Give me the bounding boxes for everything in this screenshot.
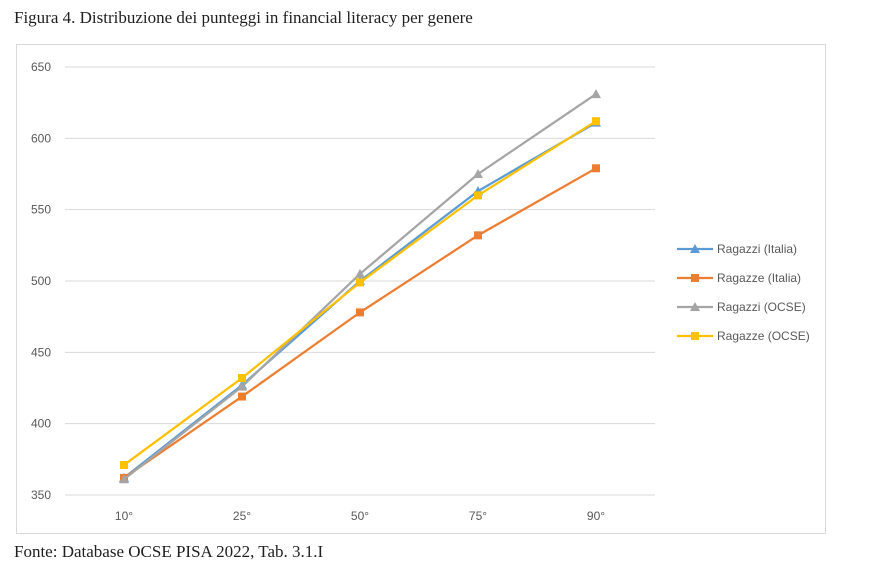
legend-label: Ragazzi (OCSE): [717, 300, 806, 314]
x-axis-tick-labels: 10° 25° 50° 75° 90°: [115, 509, 605, 523]
chart-area: 350 400 450 500 550 600 650 10° 25° 50° 75° 90° Ra…: [16, 44, 826, 534]
legend-item: Ragazze (OCSE): [677, 329, 810, 343]
figure-source: Fonte: Database OCSE PISA 2022, Tab. 3.1…: [14, 542, 324, 561]
data-point-marker: [356, 278, 364, 287]
y-tick-label: 650: [31, 60, 51, 74]
legend-item: Ragazzi (Italia): [677, 242, 797, 256]
legend-label: Ragazze (OCSE): [717, 329, 810, 343]
series-line: [123, 167, 597, 479]
series-lines: [119, 89, 601, 484]
data-point-marker: [473, 169, 483, 178]
legend: Ragazzi (Italia) Ragazze (Italia) Ragazzi …: [677, 242, 810, 343]
gridlines: [65, 66, 655, 496]
data-point-marker: [691, 274, 699, 282]
x-tick-label: 50°: [351, 509, 369, 523]
series-2: [119, 89, 601, 484]
y-tick-label: 550: [31, 203, 51, 217]
data-point-marker: [474, 231, 482, 240]
data-point-marker: [591, 89, 601, 99]
figure-title: Figura 4. Distribuzione dei punteggi in …: [14, 8, 473, 27]
series-1: [120, 164, 600, 482]
data-point-marker: [237, 381, 247, 391]
data-point-marker: [355, 268, 365, 278]
data-point-marker: [691, 332, 699, 340]
legend-label: Ragazzi (Italia): [717, 242, 797, 256]
data-point-marker: [119, 474, 129, 484]
data-point-marker: [474, 191, 482, 200]
legend-item: Ragazzi (OCSE): [677, 300, 806, 314]
data-point-marker: [356, 308, 364, 317]
y-tick-label: 450: [31, 345, 51, 359]
data-point-marker: [238, 374, 246, 383]
y-tick-label: 400: [31, 417, 51, 431]
x-tick-label: 90°: [587, 509, 605, 523]
data-point-marker: [592, 117, 600, 126]
y-tick-label: 350: [31, 488, 51, 502]
data-point-marker: [238, 392, 246, 401]
x-tick-label: 25°: [233, 509, 251, 523]
y-tick-label: 500: [31, 274, 51, 288]
series-3: [120, 117, 600, 470]
data-point-marker: [120, 461, 128, 470]
legend-item: Ragazze (Italia): [677, 271, 801, 285]
data-point-marker: [690, 302, 700, 311]
y-tick-label: 600: [31, 131, 51, 145]
x-tick-label: 10°: [115, 509, 133, 523]
data-point-marker: [690, 244, 700, 253]
line-chart: 350 400 450 500 550 600 650 10° 25° 50° 75° 90° Ra…: [31, 60, 810, 523]
legend-label: Ragazze (Italia): [717, 271, 801, 285]
series-line: [123, 120, 597, 466]
data-point-marker: [592, 164, 600, 173]
y-axis-tick-labels: 350 400 450 500 550 600 650: [31, 60, 51, 502]
x-tick-label: 75°: [469, 509, 487, 523]
